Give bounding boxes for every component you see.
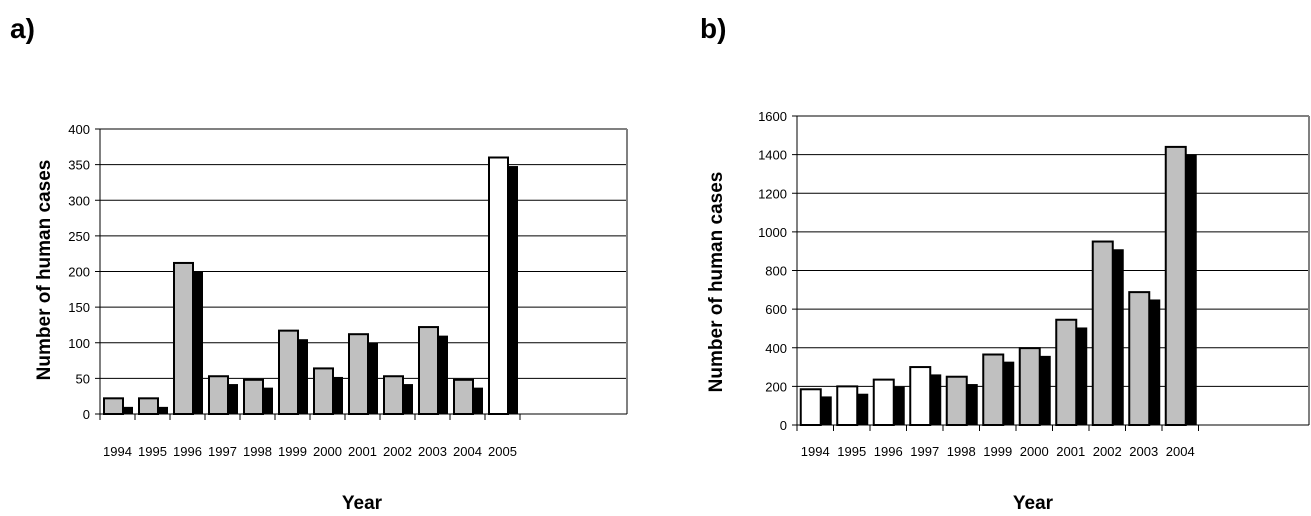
bar-series-2 bbox=[1037, 355, 1051, 425]
panel-b-x-axis-title: Year bbox=[1013, 493, 1054, 514]
panel-a-y-axis-title: Number of human cases bbox=[34, 160, 55, 381]
bar-series-1 bbox=[945, 375, 968, 426]
y-tick-label: 50 bbox=[76, 371, 90, 386]
y-tick-label: 250 bbox=[68, 229, 90, 244]
bar-series-1 bbox=[138, 397, 159, 416]
panel-a-label: a) bbox=[10, 13, 35, 44]
x-tick-label: 2002 bbox=[1093, 444, 1122, 459]
x-tick-label: 2002 bbox=[383, 444, 412, 459]
y-tick-label: 0 bbox=[780, 418, 787, 433]
x-tick-label: 2001 bbox=[348, 444, 377, 459]
x-tick-label: 2000 bbox=[313, 444, 342, 459]
x-tick-label: 1998 bbox=[947, 444, 976, 459]
bar-series-1 bbox=[453, 378, 474, 415]
bar-series-1 bbox=[418, 326, 439, 416]
panel-a-plot-area: 0 50 100 150 200 250 300 350 400 1994 1995 1996 1997… bbox=[68, 122, 628, 459]
y-tick-label: 1000 bbox=[758, 225, 787, 240]
bar-series-2 bbox=[928, 374, 942, 425]
bar-series-2 bbox=[1183, 154, 1197, 425]
x-tick-label: 2005 bbox=[488, 444, 517, 459]
y-tick-label: 350 bbox=[68, 158, 90, 173]
y-tick-label: 1400 bbox=[758, 148, 787, 163]
y-tick-label: 100 bbox=[68, 336, 90, 351]
y-tick-label: 800 bbox=[765, 264, 787, 279]
x-tick-label: 1996 bbox=[173, 444, 202, 459]
y-tick-label: 150 bbox=[68, 300, 90, 315]
panel-b-y-axis-title: Number of human cases bbox=[706, 172, 727, 393]
x-tick-label: 1995 bbox=[138, 444, 167, 459]
x-tick-label: 1998 bbox=[243, 444, 272, 459]
bar-series-2 bbox=[155, 406, 168, 414]
bar-series-2 bbox=[855, 393, 869, 425]
bar-series-1 bbox=[173, 261, 194, 416]
bar-series-1 bbox=[1164, 145, 1187, 426]
bar-series-1 bbox=[103, 397, 124, 416]
bar-series-1 bbox=[872, 378, 895, 427]
x-tick-label: 1997 bbox=[208, 444, 237, 459]
x-tick-label: 2004 bbox=[1166, 444, 1195, 459]
x-tick-label: 1999 bbox=[983, 444, 1012, 459]
chart-panel-b: b) Number of human cases Year 0 200 400 600… bbox=[700, 13, 1310, 514]
x-tick-label: 1996 bbox=[874, 444, 903, 459]
bar-series-1 bbox=[278, 329, 299, 416]
bar-series-1 bbox=[488, 156, 509, 415]
x-tick-label: 1995 bbox=[837, 444, 866, 459]
bar-series-1 bbox=[383, 375, 404, 415]
bar-series-2 bbox=[1001, 361, 1015, 425]
bar-series-2 bbox=[891, 386, 905, 425]
x-tick-label: 1997 bbox=[910, 444, 939, 459]
y-tick-label: 200 bbox=[68, 265, 90, 280]
bar-series-1 bbox=[1018, 347, 1041, 427]
y-tick-label: 1600 bbox=[758, 109, 787, 124]
bar-series-1 bbox=[909, 366, 932, 426]
y-tick-label: 0 bbox=[83, 407, 90, 422]
x-tick-label: 2003 bbox=[1129, 444, 1158, 459]
panel-b-plot-area: 0 200 400 600 800 1000 1200 1400 1600 1994 1995 199… bbox=[758, 109, 1310, 459]
bar-series-2 bbox=[818, 396, 832, 425]
bar-series-1 bbox=[836, 385, 859, 426]
bar-series-2 bbox=[1147, 299, 1161, 425]
y-tick-label: 300 bbox=[68, 193, 90, 208]
bar-series-2 bbox=[1110, 249, 1124, 425]
x-tick-label: 1994 bbox=[103, 444, 132, 459]
y-tick-label: 200 bbox=[765, 379, 787, 394]
bar-series-1 bbox=[1128, 291, 1151, 426]
bar-series-1 bbox=[208, 375, 229, 415]
y-tick-label: 600 bbox=[765, 302, 787, 317]
x-tick-label: 2003 bbox=[418, 444, 447, 459]
panel-b-label: b) bbox=[700, 13, 726, 44]
bar-series-1 bbox=[982, 353, 1005, 426]
y-tick-label: 400 bbox=[68, 122, 90, 137]
x-tick-label: 2000 bbox=[1020, 444, 1049, 459]
y-tick-label: 400 bbox=[765, 341, 787, 356]
y-tick-label: 1200 bbox=[758, 186, 787, 201]
bar-series-1 bbox=[1091, 240, 1114, 426]
bar-series-2 bbox=[964, 384, 978, 425]
bar-series-1 bbox=[799, 388, 822, 427]
bar-series-1 bbox=[1055, 318, 1078, 427]
x-tick-label: 2001 bbox=[1056, 444, 1085, 459]
bar-series-1 bbox=[243, 378, 264, 415]
bar-series-2 bbox=[120, 406, 133, 414]
chart-panel-a: a) Number of human cases Year 0 50 100 150 2… bbox=[10, 13, 628, 514]
bar-series-1 bbox=[313, 367, 334, 415]
panel-a-x-axis-title: Year bbox=[342, 493, 383, 514]
bar-series-2 bbox=[1074, 327, 1088, 425]
x-tick-label: 1994 bbox=[801, 444, 830, 459]
bar-series-1 bbox=[348, 333, 369, 416]
x-tick-label: 2004 bbox=[453, 444, 482, 459]
x-tick-label: 1999 bbox=[278, 444, 307, 459]
